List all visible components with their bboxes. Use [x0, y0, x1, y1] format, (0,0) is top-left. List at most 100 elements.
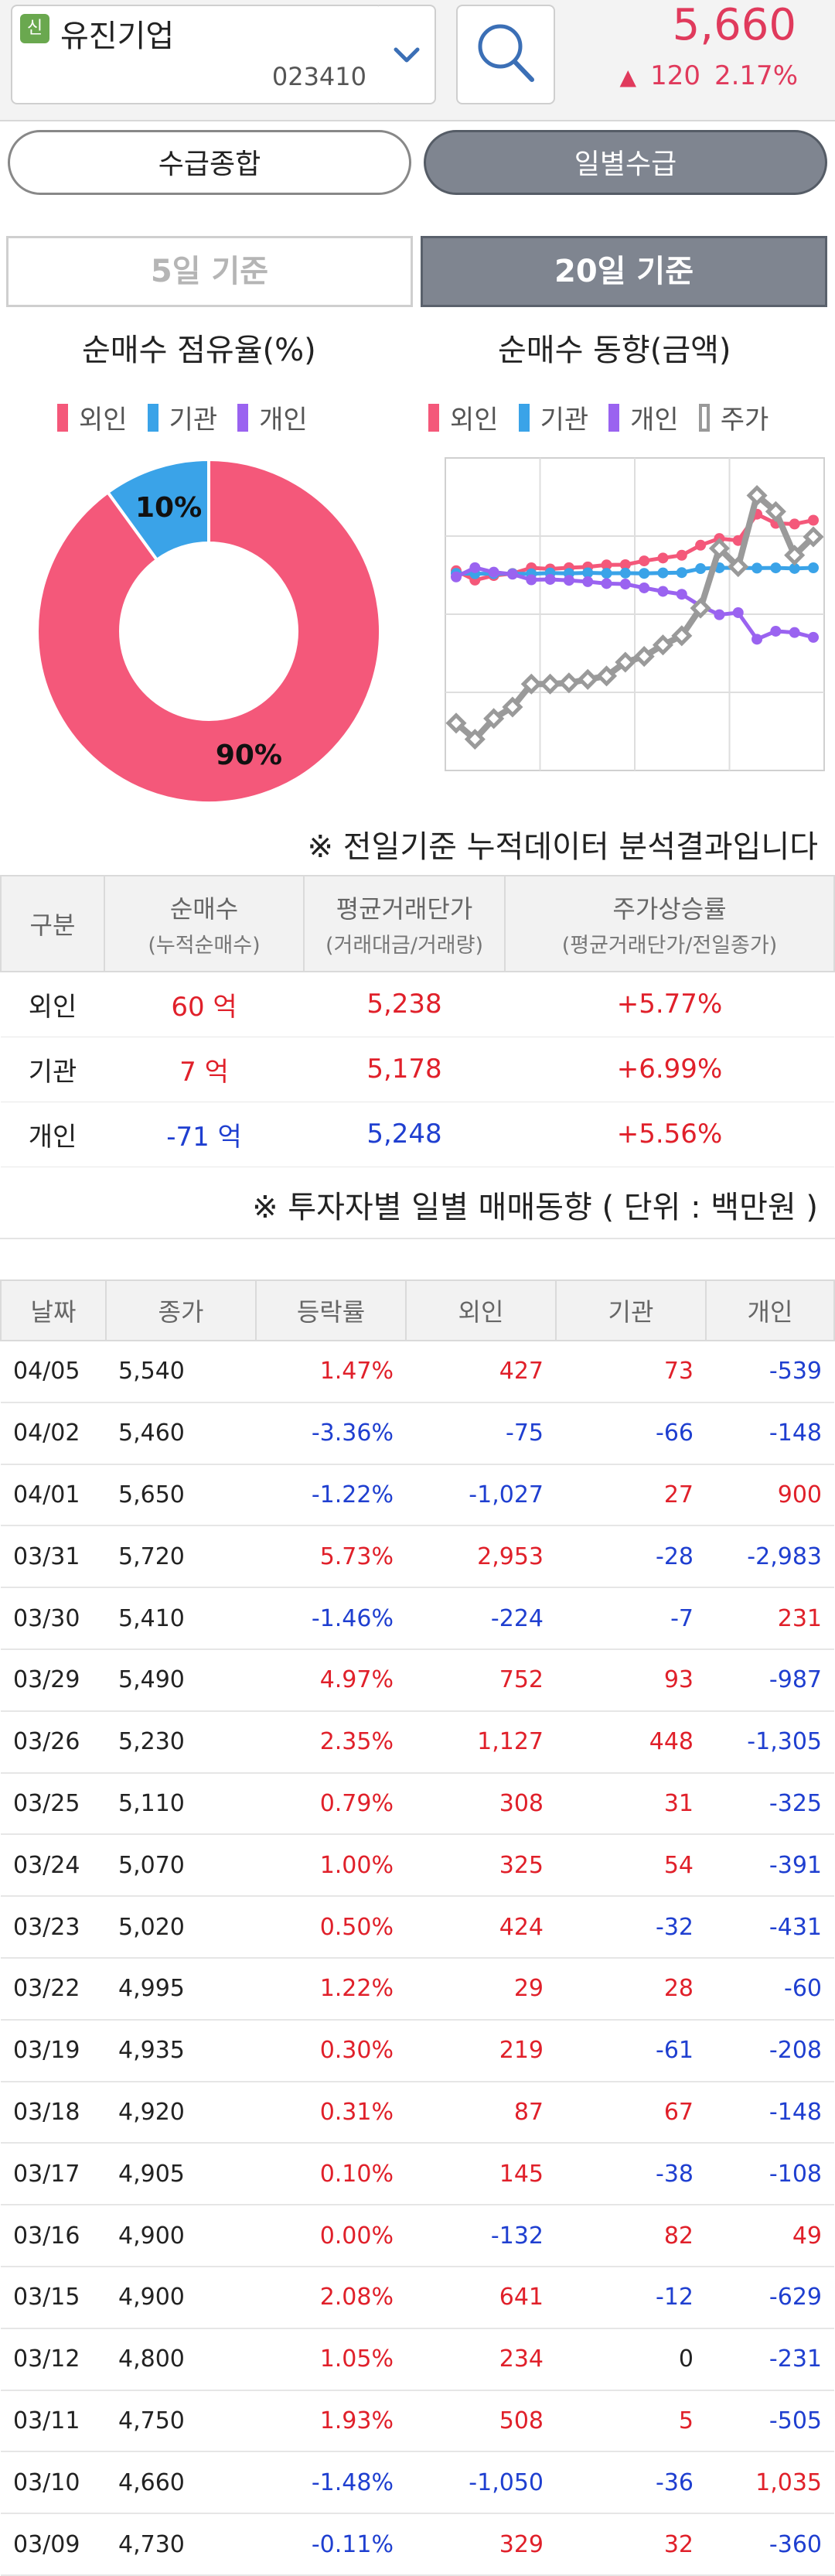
daily-close: 4,800 — [106, 2328, 256, 2391]
data-point-individual — [563, 575, 574, 586]
daily-table: 날짜 종가 등락률 외인 기관 개인 04/05 5,540 1.47% 427 73-… — [0, 1279, 835, 2576]
daily-close: 5,410 — [106, 1587, 256, 1650]
daily-row: 03/25 5,110 0.79% 308 31 -325 — [1, 1772, 834, 1836]
daily-individual: -231 — [706, 2328, 834, 2391]
daily-date: 03/30 — [1, 1587, 106, 1650]
daily-close: 4,900 — [106, 2266, 256, 2329]
daily-row: 03/26 5,230 2.35% 1,127 448 -1,305 — [1, 1710, 834, 1774]
data-point-price — [595, 665, 618, 687]
data-point-foreign — [657, 552, 669, 564]
data-point-price — [445, 712, 467, 734]
data-point-foreign — [639, 555, 650, 567]
daily-institution: 54 — [556, 1834, 706, 1898]
daily-row: 03/10 4,660 -1.48% -1,050 -36 1,035 — [1, 2451, 834, 2515]
legend-label: 기관 — [169, 405, 218, 436]
daily-date: 03/15 — [1, 2266, 106, 2329]
daily-row: 03/18 4,920 0.31% 87 67 -148 — [1, 2081, 834, 2144]
data-point-individual — [488, 566, 499, 578]
data-point-institution — [639, 568, 650, 579]
legend-label: 개인 — [259, 405, 308, 436]
period-5day-button[interactable]: 5일 기준 — [6, 236, 413, 307]
legend-item: 기관 — [147, 398, 218, 436]
legend-swatch — [698, 403, 710, 432]
analysis-note: ※ 전일기준 누적데이터 분석결과입니다 — [307, 829, 818, 865]
view-tabs: 수급종합 일별수급 — [8, 130, 827, 198]
daily-individual: -360 — [706, 2513, 834, 2576]
legend-item: 개인 — [608, 398, 679, 436]
donut-label: 10% — [135, 492, 202, 524]
daily-individual: 900 — [706, 1464, 834, 1527]
daily-date: 03/09 — [1, 2513, 106, 2576]
credit-badge: 신 — [20, 14, 49, 43]
daily-close: 5,230 — [106, 1710, 256, 1774]
data-point-price — [633, 646, 655, 668]
data-point-price — [784, 545, 806, 566]
data-point-individual — [619, 579, 631, 590]
donut-chart-title: 순매수 점유율(%) — [82, 333, 316, 368]
stock-name: 유진기업 — [60, 19, 175, 54]
search-button[interactable] — [456, 5, 555, 104]
daily-institution: 27 — [556, 1464, 706, 1527]
data-point-price — [558, 672, 580, 694]
daily-date: 03/22 — [1, 1957, 106, 2021]
daily-institution: -7 — [556, 1587, 706, 1650]
daily-institution: 82 — [556, 2205, 706, 2267]
legend-label: 개인 — [630, 405, 679, 436]
daily-individual: -208 — [706, 2019, 834, 2082]
daily-close: 4,905 — [106, 2143, 256, 2206]
daily-row: 03/16 4,900 0.00% -132 82 49 — [1, 2205, 834, 2267]
daily-close: 4,730 — [106, 2513, 256, 2576]
trend-chart-title: 순매수 동향(금액) — [498, 333, 731, 368]
summary-avg-price: 5,248 — [304, 1102, 505, 1167]
stock-dropdown-button[interactable] — [379, 5, 436, 104]
trend-legend: 외인 기관 개인 주가 — [428, 398, 789, 436]
daily-close: 4,900 — [106, 2205, 256, 2267]
daily-foreign: 752 — [406, 1648, 556, 1712]
daily-individual: 49 — [706, 2205, 834, 2267]
daily-close: 4,995 — [106, 1957, 256, 2021]
chevron-down-icon — [394, 47, 420, 63]
daily-close: 5,070 — [106, 1834, 256, 1898]
tab-daily[interactable]: 일별수급 — [424, 130, 827, 195]
daily-institution: 0 — [556, 2328, 706, 2391]
donut-slice-institution — [105, 457, 210, 562]
daily-individual: -629 — [706, 2266, 834, 2329]
legend-item: 개인 — [237, 398, 308, 436]
daily-header: 개인 — [705, 1279, 835, 1341]
data-point-price — [615, 651, 636, 673]
stock-selector[interactable]: 신 유진기업 023410 — [11, 5, 383, 104]
legend-swatch — [518, 403, 530, 432]
summary-header: 평균거래단가 (거래대금/거래량) — [303, 875, 506, 972]
daily-individual: -987 — [706, 1648, 834, 1712]
daily-individual: 231 — [706, 1587, 834, 1650]
daily-individual: -148 — [706, 2081, 834, 2144]
daily-row: 03/19 4,935 0.30% 219 -61 -208 — [1, 2019, 834, 2082]
daily-institution: -38 — [556, 2143, 706, 2206]
legend-swatch — [608, 403, 620, 432]
change-amount: 120 — [650, 60, 700, 91]
daily-institution: 73 — [556, 1341, 706, 1403]
tab-summary[interactable]: 수급종합 — [8, 130, 411, 195]
daily-change-rate: 4.97% — [256, 1648, 406, 1712]
legend-swatch — [428, 403, 439, 432]
daily-foreign: -132 — [406, 2205, 556, 2267]
daily-row: 04/01 5,650 -1.22% -1,027 27 900 — [1, 1464, 834, 1527]
summary-header: 주가상승률 (평균거래단가/전일종가) — [504, 875, 835, 972]
daily-institution: -32 — [556, 1896, 706, 1959]
legend-swatch — [237, 403, 249, 432]
daily-close: 4,660 — [106, 2451, 256, 2515]
daily-change-rate: 1.00% — [256, 1834, 406, 1898]
data-point-individual — [582, 576, 594, 587]
daily-close: 4,750 — [106, 2390, 256, 2453]
daily-individual: -60 — [706, 1957, 834, 2021]
data-point-individual — [770, 625, 782, 637]
donut-chart: 90% 10% — [36, 457, 382, 805]
donut-label: 90% — [216, 740, 282, 771]
daily-foreign: 329 — [406, 2513, 556, 2576]
data-point-individual — [639, 582, 650, 593]
donut-slice-foreign — [36, 457, 382, 805]
data-point-price — [746, 484, 768, 507]
period-20day-button[interactable]: 20일 기준 — [421, 236, 827, 307]
daily-change-rate: 0.10% — [256, 2143, 406, 2206]
summary-net-buy: 60 억 — [104, 972, 304, 1037]
